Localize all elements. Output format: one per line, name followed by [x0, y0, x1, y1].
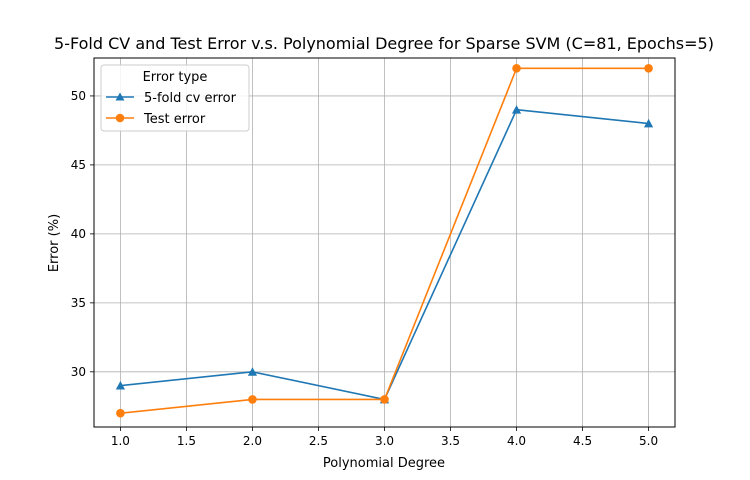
x-tick-label: 4.0	[507, 434, 526, 448]
data-point-test-error	[116, 408, 125, 418]
series-layer	[115, 64, 654, 418]
x-tick-label: 5.0	[639, 434, 658, 448]
x-axis-label: Polynomial Degree	[323, 456, 445, 471]
x-tick-label: 4.5	[573, 434, 592, 448]
x-tick-label: 1.5	[177, 434, 196, 448]
legend-label-test-error: Test error	[143, 112, 206, 127]
legend: Error type 5-fold cv error Test error	[100, 64, 250, 132]
data-point-test-error	[380, 395, 389, 404]
data-point-5-fold-cv-error	[247, 367, 258, 376]
x-tick-label: 3.5	[441, 434, 460, 448]
data-point-test-error	[644, 64, 653, 73]
y-tick-label: 45	[71, 158, 86, 172]
y-tick-label: 35	[71, 296, 86, 310]
data-point-test-error	[248, 395, 257, 404]
data-point-5-fold-cv-error	[643, 118, 654, 128]
y-axis-label: Error (%)	[47, 214, 62, 272]
legend-marker-circle	[115, 113, 125, 123]
legend-entry-cv-error: 5-fold cv error	[106, 91, 237, 106]
legend-marker-triangle	[115, 92, 125, 101]
y-tick-label: 50	[71, 89, 86, 103]
x-tick-label: 1.0	[111, 434, 130, 448]
y-tick-label: 30	[71, 365, 86, 379]
x-tick-label: 2.5	[309, 434, 328, 448]
axis-ticks: 1.0 1.5 2.0 2.5 3.0 3.5 4.0 4.5 5.0 30 35 40 45 50	[71, 89, 658, 448]
legend-title: Error type	[143, 70, 208, 85]
chart-title: 5-Fold CV and Test Error v.s. Polynomial…	[54, 34, 714, 53]
x-tick-label: 3.0	[375, 434, 394, 448]
legend-entry-test-error: Test error	[106, 112, 206, 127]
data-point-5-fold-cv-error	[115, 381, 126, 390]
y-tick-label: 40	[71, 227, 86, 241]
legend-label-cv-error: 5-fold cv error	[144, 91, 237, 106]
data-point-test-error	[512, 64, 521, 73]
x-tick-label: 2.0	[243, 434, 262, 448]
data-point-5-fold-cv-error	[511, 105, 522, 114]
legend-box	[100, 64, 250, 132]
